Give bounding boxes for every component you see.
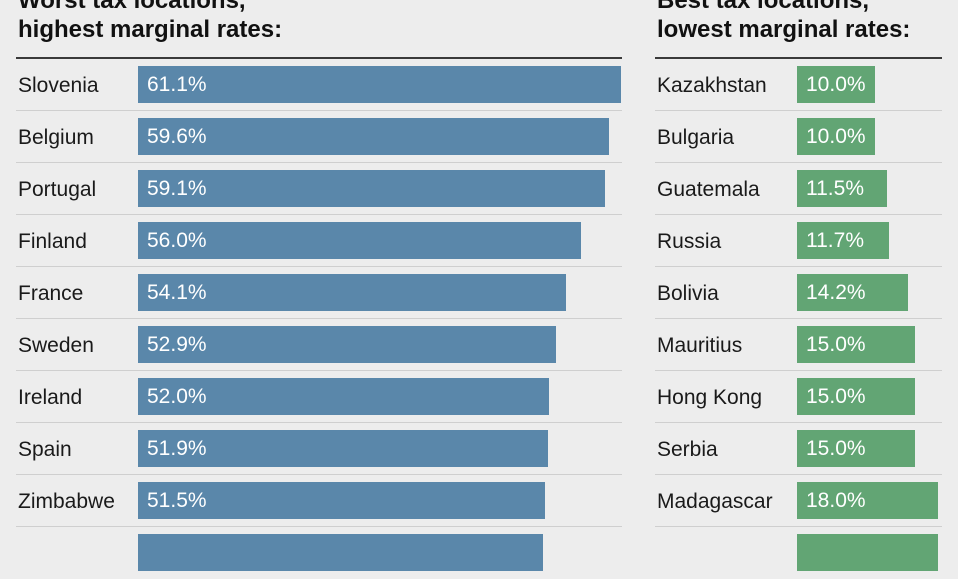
best-value-label: 10.0% <box>806 73 866 96</box>
best-bar: 15.0% <box>797 430 915 467</box>
best-bar: 18.0% <box>797 482 938 519</box>
worst-bar: 59.1% <box>138 170 605 207</box>
best-bar: 11.7% <box>797 222 889 259</box>
best-row: Serbia 15.0% <box>655 423 942 475</box>
worst-bar: 52.9% <box>138 326 556 363</box>
worst-locations-chart: Slovenia 61.1% Belgium 59.6% Portugal 59.1% Fi… <box>16 59 622 579</box>
worst-bar: 56.0% <box>138 222 581 259</box>
best-value-label: 10.0% <box>806 125 866 148</box>
best-row: Bolivia 14.2% <box>655 267 942 319</box>
best-country-label: Russia <box>657 230 722 253</box>
worst-country-label: Ireland <box>18 386 83 409</box>
worst-value-label: 59.1% <box>147 177 207 200</box>
worst-country-label: Belgium <box>18 126 94 149</box>
best-title-divider <box>655 57 942 59</box>
worst-row: Spain 51.9% <box>16 423 622 475</box>
best-row: Madagascar 18.0% <box>655 475 942 527</box>
worst-country-label: Finland <box>18 230 87 253</box>
worst-row: Portugal 59.1% <box>16 163 622 215</box>
best-bar: 11.5% <box>797 170 887 207</box>
worst-bar: 59.6% <box>138 118 609 155</box>
best-country-label: Mauritius <box>657 334 743 357</box>
best-row: Mauritius 15.0% <box>655 319 942 371</box>
best-country-label: Bulgaria <box>657 126 735 149</box>
worst-value-label: 56.0% <box>147 229 207 252</box>
best-locations-title: Best tax locations, lowest marginal rate… <box>657 0 910 44</box>
best-value-label: 11.5% <box>806 177 864 200</box>
best-value-label: 15.0% <box>806 437 866 460</box>
worst-value-label: 52.9% <box>147 333 207 356</box>
best-country-label: Serbia <box>657 438 718 461</box>
best-row: Bulgaria 10.0% <box>655 111 942 163</box>
best-country-label: Guatemala <box>657 178 760 201</box>
worst-value-label: 61.1% <box>147 73 207 96</box>
worst-value-label: 54.1% <box>147 281 207 304</box>
best-row: Russia 11.7% <box>655 215 942 267</box>
worst-bar: 51.5% <box>138 482 545 519</box>
best-value-label: 15.0% <box>806 333 866 356</box>
worst-row: Sweden 52.9% <box>16 319 622 371</box>
best-row: Kazakhstan 10.0% <box>655 59 942 111</box>
best-row <box>655 527 942 579</box>
best-bar: 10.0% <box>797 118 875 155</box>
worst-bar: 51.9% <box>138 430 548 467</box>
best-value-label: 15.0% <box>806 385 866 408</box>
worst-row: Slovenia 61.1% <box>16 59 622 111</box>
worst-row: Finland 56.0% <box>16 215 622 267</box>
best-value-label: 18.0% <box>806 489 866 512</box>
best-row: Guatemala 11.5% <box>655 163 942 215</box>
best-title-line1: Best tax locations, <box>657 0 870 14</box>
worst-value-label: 51.5% <box>147 489 207 512</box>
worst-bar: 61.1% <box>138 66 621 103</box>
worst-title-line2: highest marginal rates: <box>18 16 283 43</box>
worst-bar: 54.1% <box>138 274 566 311</box>
worst-title-divider <box>16 57 622 59</box>
worst-country-label: Slovenia <box>18 74 99 97</box>
best-value-label: 14.2% <box>806 281 866 304</box>
worst-country-label: Sweden <box>18 334 94 357</box>
best-country-label: Bolivia <box>657 282 719 305</box>
worst-value-label: 52.0% <box>147 385 207 408</box>
best-bar: 10.0% <box>797 66 875 103</box>
worst-country-label: France <box>18 282 84 305</box>
worst-bar: 52.0% <box>138 378 549 415</box>
best-locations-chart: Kazakhstan 10.0% Bulgaria 10.0% Guatemala 11.… <box>655 59 942 579</box>
worst-row <box>16 527 622 579</box>
worst-value-label: 51.9% <box>147 437 207 460</box>
worst-row: Belgium 59.6% <box>16 111 622 163</box>
worst-locations-title: Worst tax locations, highest marginal ra… <box>18 0 282 44</box>
worst-title-line1: Worst tax locations, <box>18 0 246 14</box>
worst-country-label: Zimbabwe <box>18 490 115 513</box>
best-row: Hong Kong 15.0% <box>655 371 942 423</box>
best-bar: 15.0% <box>797 378 915 415</box>
best-country-label: Kazakhstan <box>657 74 767 97</box>
worst-row: Zimbabwe 51.5% <box>16 475 622 527</box>
best-country-label: Hong Kong <box>657 386 763 409</box>
worst-country-label: Portugal <box>18 178 97 201</box>
worst-row: Ireland 52.0% <box>16 371 622 423</box>
best-bar: 15.0% <box>797 326 915 363</box>
best-title-line2: lowest marginal rates: <box>657 16 911 43</box>
worst-bar <box>138 534 543 571</box>
best-bar: 14.2% <box>797 274 908 311</box>
best-bar <box>797 534 938 571</box>
best-country-label: Madagascar <box>657 490 773 513</box>
best-value-label: 11.7% <box>806 229 864 252</box>
worst-value-label: 59.6% <box>147 125 207 148</box>
worst-row: France 54.1% <box>16 267 622 319</box>
worst-country-label: Spain <box>18 438 72 461</box>
